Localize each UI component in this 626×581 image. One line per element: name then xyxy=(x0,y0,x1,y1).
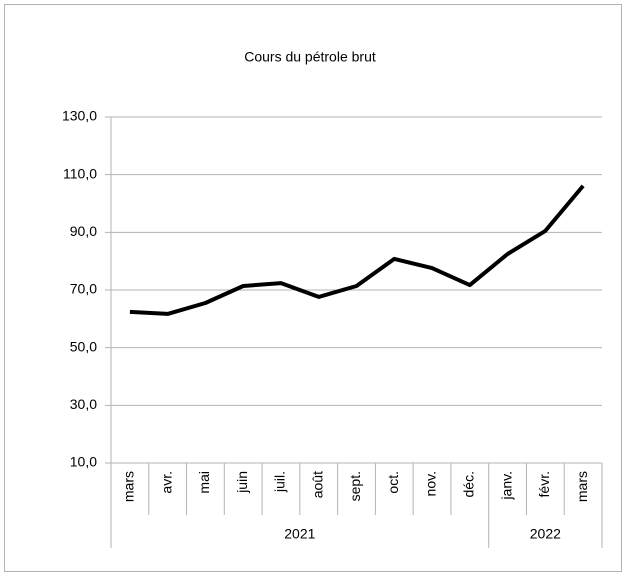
x-tick-label: janv. xyxy=(498,471,514,501)
chart-border xyxy=(4,4,622,572)
y-tick-label: 50,0 xyxy=(70,338,97,354)
x-tick-label: juin xyxy=(234,471,250,494)
x-group-label: 2022 xyxy=(530,526,561,542)
x-group-label: 2021 xyxy=(284,526,315,542)
y-tick-label: 10,0 xyxy=(70,454,97,470)
x-tick-label: mars xyxy=(121,471,137,502)
x-tick-label: juil. xyxy=(272,471,288,493)
x-tick-label: oct. xyxy=(385,471,401,494)
x-tick-label: févr. xyxy=(536,471,552,497)
x-tick-label: août xyxy=(309,471,325,498)
line-series xyxy=(129,184,585,316)
y-tick-label: 30,0 xyxy=(70,396,97,412)
x-tick-label: sept. xyxy=(347,471,363,501)
y-tick-label: 130,0 xyxy=(62,108,97,124)
x-tick-label: nov. xyxy=(423,471,439,496)
x-tick-label: avr. xyxy=(158,471,174,494)
x-tick-label: mai xyxy=(196,471,212,494)
x-tick-label: déc. xyxy=(461,471,477,497)
x-tick-label: mars xyxy=(574,471,590,502)
chart-title: Cours du pétrole brut xyxy=(244,49,376,65)
y-tick-label: 70,0 xyxy=(70,281,97,297)
y-tick-label: 110,0 xyxy=(63,165,97,181)
y-tick-label: 90,0 xyxy=(70,223,97,239)
